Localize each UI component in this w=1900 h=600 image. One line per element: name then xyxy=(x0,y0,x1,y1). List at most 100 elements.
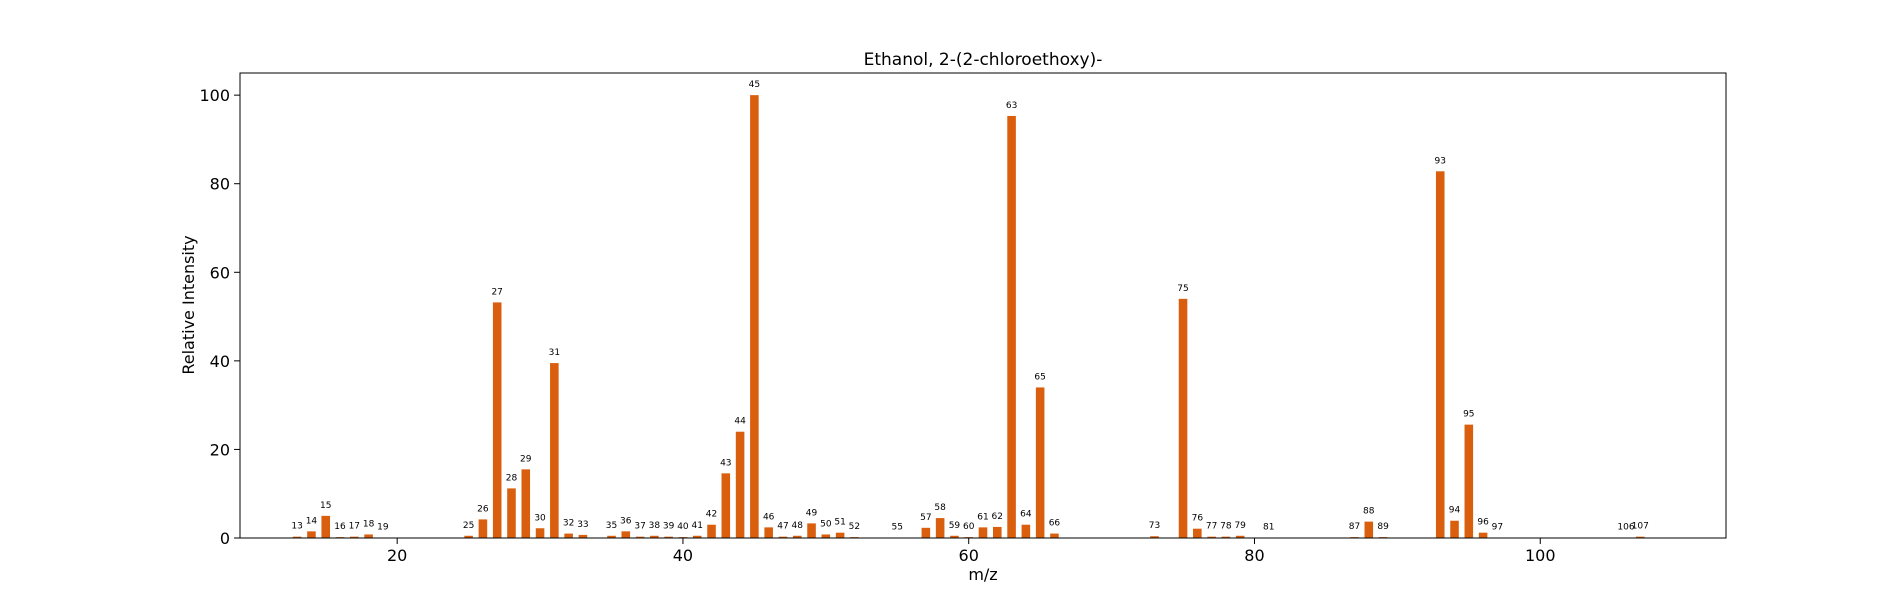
bar-label-mz-51: 51 xyxy=(834,518,845,528)
bar-label-mz-26: 26 xyxy=(477,504,489,514)
bar-mz-45 xyxy=(750,95,759,539)
bar-label-mz-94: 94 xyxy=(1449,506,1461,516)
bar-label-mz-13: 13 xyxy=(291,522,302,532)
bar-label-mz-63: 63 xyxy=(1006,101,1017,111)
bar-label-mz-28: 28 xyxy=(506,473,518,483)
bar-label-mz-16: 16 xyxy=(334,522,346,532)
bar-mz-18 xyxy=(364,534,373,538)
x-tick-label: 60 xyxy=(959,546,979,565)
y-tick-label: 40 xyxy=(210,352,230,371)
bar-mz-33 xyxy=(578,534,588,538)
bar-label-mz-88: 88 xyxy=(1363,507,1375,517)
y-tick-label: 100 xyxy=(199,86,230,105)
bar-label-mz-97: 97 xyxy=(1492,523,1503,533)
bar-mz-88 xyxy=(1364,521,1374,538)
bar-label-mz-52: 52 xyxy=(849,522,860,532)
bars-group xyxy=(292,95,1645,539)
bar-mz-14 xyxy=(307,531,316,538)
bar-label-mz-37: 37 xyxy=(634,522,645,532)
bar-label-mz-59: 59 xyxy=(949,521,961,531)
bar-label-mz-18: 18 xyxy=(363,519,375,529)
bar-label-mz-35: 35 xyxy=(606,521,617,531)
x-tick-label: 100 xyxy=(1525,546,1556,565)
bar-label-mz-29: 29 xyxy=(520,454,532,464)
bar-mz-32 xyxy=(564,533,573,538)
bar-mz-63 xyxy=(1007,115,1016,538)
bar-label-mz-58: 58 xyxy=(934,503,946,513)
bar-label-mz-96: 96 xyxy=(1477,518,1489,528)
x-tick-label: 40 xyxy=(673,546,693,565)
bar-mz-73 xyxy=(1150,536,1159,538)
bar-label-mz-36: 36 xyxy=(620,516,632,526)
bar-label-mz-87: 87 xyxy=(1349,522,1360,532)
bar-label-mz-76: 76 xyxy=(1192,514,1204,524)
bar-label-mz-61: 61 xyxy=(977,512,988,522)
bar-mz-94 xyxy=(1450,520,1459,538)
bar-label-mz-15: 15 xyxy=(320,501,331,511)
bar-mz-41 xyxy=(692,535,702,538)
bar-label-mz-78: 78 xyxy=(1220,522,1232,532)
bar-label-mz-62: 62 xyxy=(992,512,1003,522)
bar-label-mz-44: 44 xyxy=(734,417,746,427)
bar-mz-66 xyxy=(1050,533,1059,538)
x-axis: 20 40 60 80 100 xyxy=(387,538,1556,565)
bar-mz-36 xyxy=(621,531,631,538)
bar-label-mz-79: 79 xyxy=(1234,521,1246,531)
bar-label-mz-40: 40 xyxy=(677,522,689,532)
bar-mz-28 xyxy=(507,488,516,538)
bar-label-mz-93: 93 xyxy=(1435,156,1446,166)
bar-mz-35 xyxy=(607,535,616,538)
bar-mz-57 xyxy=(921,527,931,538)
bar-mz-37 xyxy=(635,536,645,538)
bar-label-mz-60: 60 xyxy=(963,522,975,532)
bar-mz-13 xyxy=(292,536,302,538)
bar-mz-47 xyxy=(778,536,788,538)
bar-label-mz-27: 27 xyxy=(491,287,502,297)
bar-mz-62 xyxy=(993,526,1002,538)
bar-mz-50 xyxy=(821,534,831,538)
y-axis-label: Relative Intensity xyxy=(179,235,198,374)
bar-mz-51 xyxy=(835,532,845,538)
bar-label-mz-95: 95 xyxy=(1463,410,1474,420)
bar-mz-48 xyxy=(792,535,802,538)
bar-mz-25 xyxy=(464,535,473,538)
bar-mz-15 xyxy=(321,515,331,538)
bar-mz-38 xyxy=(650,535,659,538)
bar-label-mz-77: 77 xyxy=(1206,522,1217,532)
bar-label-mz-14: 14 xyxy=(306,516,318,526)
bar-label-mz-49: 49 xyxy=(806,508,818,518)
bar-mz-44 xyxy=(735,431,745,538)
bar-label-mz-89: 89 xyxy=(1377,522,1389,532)
bar-mz-42 xyxy=(707,524,716,538)
bar-label-mz-33: 33 xyxy=(577,520,588,530)
bar-mz-30 xyxy=(535,528,545,538)
bar-mz-65 xyxy=(1035,387,1045,538)
bar-label-mz-41: 41 xyxy=(692,521,703,531)
x-tick-label: 80 xyxy=(1244,546,1264,565)
bar-mz-49 xyxy=(807,523,816,538)
bar-label-mz-31: 31 xyxy=(549,348,560,358)
bar-label-mz-45: 45 xyxy=(749,80,760,90)
bar-mz-75 xyxy=(1178,298,1188,538)
y-tick-label: 80 xyxy=(210,175,230,194)
y-tick-label: 60 xyxy=(210,263,230,282)
bar-mz-96 xyxy=(1478,532,1488,538)
bar-mz-29 xyxy=(521,469,531,538)
bar-label-mz-32: 32 xyxy=(563,519,574,529)
bar-mz-77 xyxy=(1207,536,1216,538)
bar-mz-64 xyxy=(1021,524,1031,538)
bar-mz-26 xyxy=(478,519,488,538)
bar-mz-39 xyxy=(664,536,673,538)
bar-mz-59 xyxy=(950,535,959,538)
bar-mz-93 xyxy=(1435,171,1445,539)
x-axis-label: m/z xyxy=(968,565,997,584)
bar-mz-31 xyxy=(550,363,559,538)
bar-label-mz-46: 46 xyxy=(763,512,775,522)
bar-label-mz-65: 65 xyxy=(1034,372,1045,382)
y-axis: 0 20 40 60 80 100 xyxy=(199,86,240,548)
bar-label-mz-48: 48 xyxy=(792,521,804,531)
plot-frame xyxy=(239,72,1727,539)
bar-mz-46 xyxy=(764,527,773,538)
